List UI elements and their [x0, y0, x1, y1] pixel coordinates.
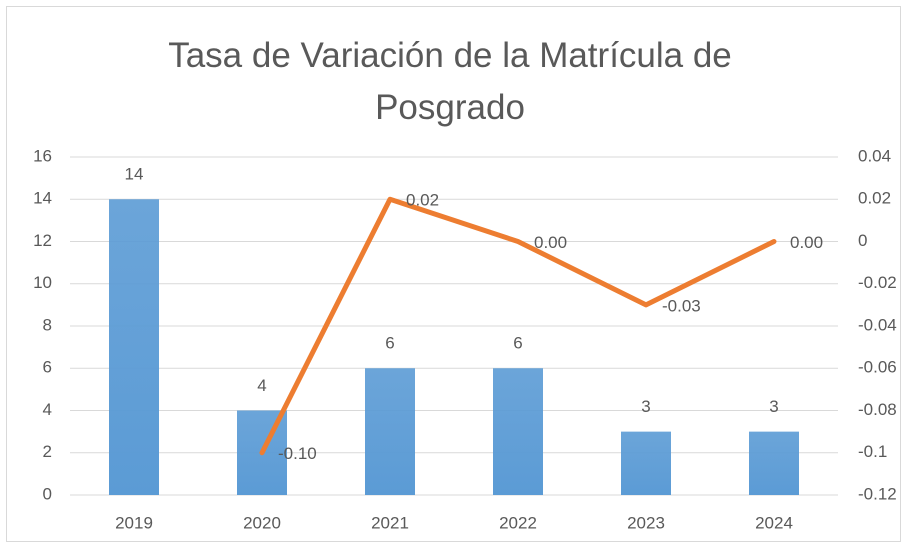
y2-tick-label: -0.12	[858, 484, 897, 503]
y-tick-label: 14	[33, 189, 52, 208]
y-tick-label: 16	[33, 146, 52, 165]
bar-label: 6	[385, 334, 394, 353]
bar	[749, 431, 799, 495]
y-tick-label: 2	[43, 442, 52, 461]
x-tick-label: 2023	[627, 513, 665, 532]
x-tick-label: 2019	[115, 513, 153, 532]
bar-label: 14	[125, 165, 144, 184]
bar	[365, 368, 415, 495]
line-label: 0.00	[790, 233, 823, 252]
chart-title: Tasa de Variación de la Matrícula de Pos…	[168, 36, 732, 127]
y2-tick-label: 0.04	[858, 146, 891, 165]
y-tick-label: 6	[43, 358, 52, 377]
y-tick-label: 10	[33, 273, 52, 292]
y2-tick-label: 0	[858, 231, 867, 250]
bar	[109, 199, 159, 495]
y-tick-label: 4	[43, 400, 52, 419]
x-tick-label: 2024	[755, 513, 793, 532]
line-label: -0.10	[278, 444, 317, 463]
bar	[493, 368, 543, 495]
y-tick-label: 0	[43, 484, 52, 503]
line	[259, 196, 777, 456]
y2-tick-label: -0.08	[858, 400, 897, 419]
y2-tick-label: -0.06	[858, 358, 897, 377]
y2-tick-label: -0.02	[858, 273, 897, 292]
line-label: 0.00	[534, 233, 567, 252]
line-label: 0.02	[406, 191, 439, 210]
chart-frame	[6, 6, 901, 542]
y2-tick-label: -0.1	[858, 442, 887, 461]
bar-label: 4	[257, 376, 266, 395]
y-tick-label: 8	[43, 315, 52, 334]
y-tick-label: 12	[33, 231, 52, 250]
bar-label: 3	[641, 397, 650, 416]
bar-label: 6	[513, 334, 522, 353]
y2-tick-label: -0.04	[858, 315, 897, 334]
bar-label: 3	[769, 397, 778, 416]
y2-tick-label: 0.02	[858, 189, 891, 208]
bar	[621, 431, 671, 495]
x-tick-label: 2020	[243, 513, 281, 532]
x-tick-label: 2021	[371, 513, 409, 532]
x-tick-label: 2022	[499, 513, 537, 532]
line-label: -0.03	[662, 296, 701, 315]
